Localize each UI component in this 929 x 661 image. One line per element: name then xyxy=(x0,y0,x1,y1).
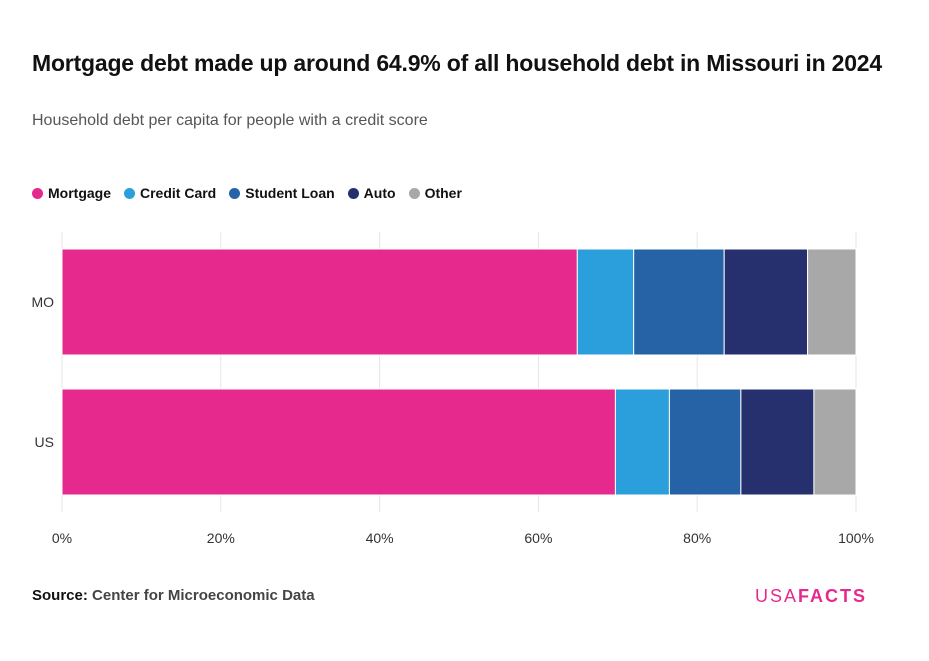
legend-swatch xyxy=(124,187,135,199)
source-note: Source: Center for Microeconomic Data xyxy=(32,587,315,604)
legend-swatch xyxy=(408,187,420,199)
chart-title: Mortgage debt made up around 64.9% of al… xyxy=(32,50,882,76)
source-label: Source: xyxy=(32,587,88,604)
usafacts-logo: USAFACTS xyxy=(755,586,867,607)
legend-swatch xyxy=(347,187,359,199)
legend: Mortgage Credit Card Student Loan Auto Other xyxy=(32,185,462,201)
legend-swatch xyxy=(229,187,241,199)
legend-item: Credit Card xyxy=(124,185,216,201)
legend-label: Other xyxy=(424,185,462,201)
legend-swatch xyxy=(32,187,43,199)
logo-usa: USA xyxy=(755,586,799,606)
bar-segment xyxy=(740,388,815,496)
bar-segment xyxy=(668,388,742,496)
legend-item: Auto xyxy=(347,185,396,201)
x-tick-label: 0% xyxy=(52,530,72,546)
legend-label: Auto xyxy=(363,185,396,201)
legend-item: Student Loan xyxy=(229,185,335,201)
x-tick-label: 60% xyxy=(524,530,552,546)
category-label: US xyxy=(35,434,54,450)
logo-facts: FACTS xyxy=(798,586,868,606)
legend-label: Student Loan xyxy=(245,185,335,201)
legend-item: Other xyxy=(408,185,462,201)
bar-segment xyxy=(723,248,809,356)
bar-segment xyxy=(813,388,857,496)
bar-segment xyxy=(807,248,857,356)
x-tick-label: 20% xyxy=(207,530,235,546)
legend-label: Credit Card xyxy=(140,185,217,201)
legend-label: Mortgage xyxy=(48,185,111,201)
bar-segment xyxy=(633,248,725,356)
chart-subtitle: Household debt per capita for people wit… xyxy=(32,112,428,129)
source-value: Center for Microeconomic Data xyxy=(92,587,315,604)
x-tick-label: 40% xyxy=(366,530,394,546)
bar-segment xyxy=(61,248,578,356)
x-tick-label: 80% xyxy=(683,530,711,546)
category-label: MO xyxy=(31,294,54,310)
legend-item: Mortgage xyxy=(32,185,111,201)
bar-segment xyxy=(61,388,616,496)
x-tick-label: 100% xyxy=(838,530,874,546)
bar-segment xyxy=(614,388,670,496)
bar-segment xyxy=(576,248,635,356)
